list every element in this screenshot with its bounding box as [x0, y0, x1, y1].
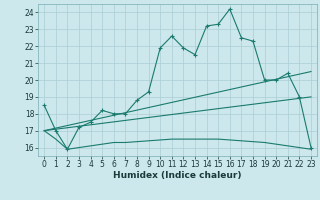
- X-axis label: Humidex (Indice chaleur): Humidex (Indice chaleur): [113, 171, 242, 180]
